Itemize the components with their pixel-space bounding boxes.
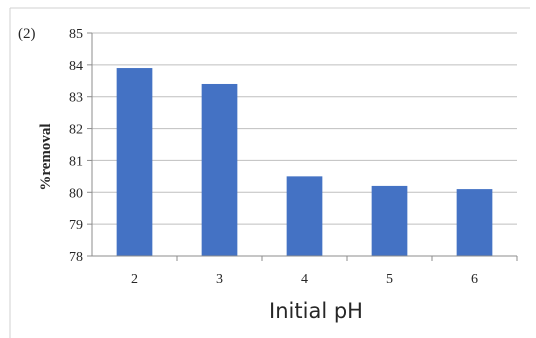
bar-5 (371, 185, 408, 256)
y-axis-label: %removal (38, 123, 54, 190)
x-tick-label-3: 3 (216, 272, 223, 287)
bars (116, 68, 493, 257)
y-tick-label-84: 84 (69, 59, 83, 74)
bar-6 (456, 189, 493, 256)
y-tick-label-78: 78 (69, 250, 83, 265)
y-tick-label-80: 80 (69, 186, 83, 201)
axes (91, 33, 518, 261)
y-tick-label-79: 79 (69, 218, 83, 233)
x-tick-label-2: 2 (131, 272, 138, 287)
bar-3 (201, 83, 238, 256)
y-tick-label-85: 85 (69, 27, 83, 42)
y-tick-label-82: 82 (69, 123, 83, 138)
bar-2 (116, 68, 153, 257)
x-tick-labels: 2 3 4 5 6 (131, 272, 478, 287)
y-tick-label-81: 81 (69, 154, 83, 169)
bar-4 (286, 176, 323, 256)
y-tick-label-83: 83 (69, 91, 83, 106)
x-tick-label-6: 6 (471, 272, 478, 287)
x-axis-label: Initial pH (269, 299, 363, 323)
x-tick-label-5: 5 (386, 272, 393, 287)
x-tick-label-4: 4 (301, 272, 308, 287)
panel-label: (2) (18, 26, 36, 42)
y-tick-labels: 78 79 80 81 82 83 84 85 (69, 27, 83, 265)
